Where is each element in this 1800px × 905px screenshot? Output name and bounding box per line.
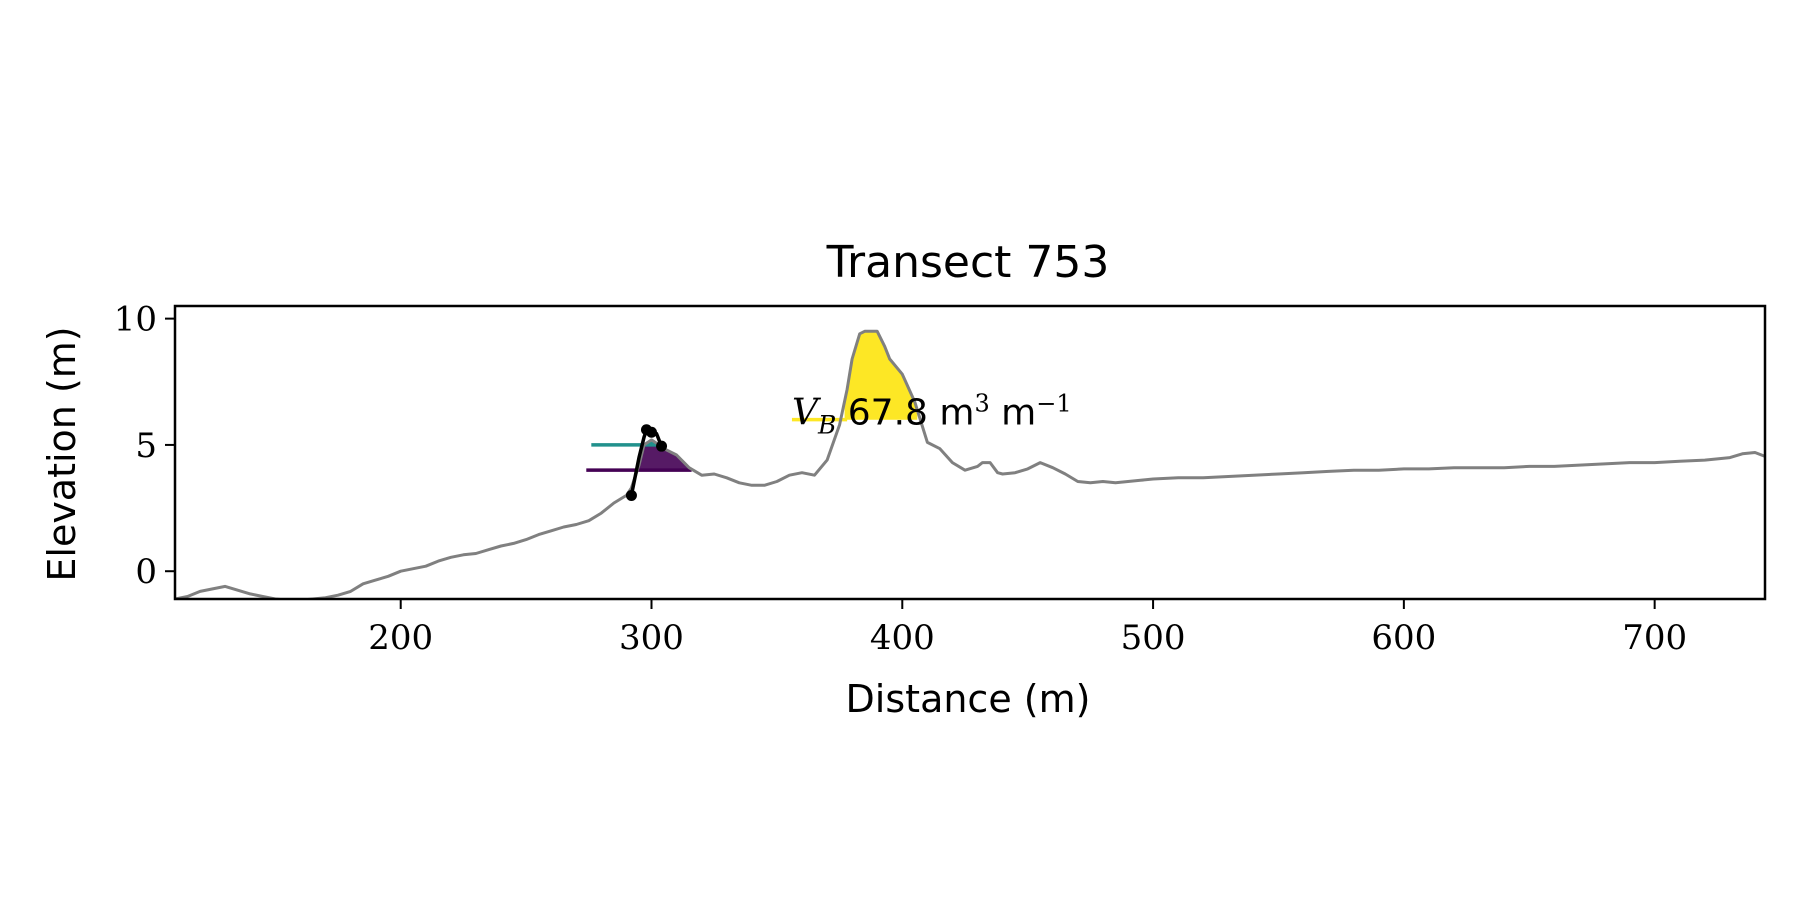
annotation-part xyxy=(836,393,847,434)
y-axis-label: Elevation (m) xyxy=(40,326,84,581)
marker-point xyxy=(625,489,637,501)
annotation-part: 3 xyxy=(974,390,989,418)
x-tick-label: 300 xyxy=(619,618,684,658)
chart-title: Transect 753 xyxy=(826,237,1110,288)
annotation-part: V xyxy=(792,393,822,434)
x-tick-label: 500 xyxy=(1121,618,1186,658)
annotation-part: B xyxy=(817,411,836,440)
plot-frame xyxy=(173,304,1767,601)
y-tick-label: 10 xyxy=(114,300,157,340)
annotation-part: −1 xyxy=(1036,390,1071,418)
x-tick-label: 400 xyxy=(870,618,935,658)
x-axis-label: Distance (m) xyxy=(846,677,1091,721)
annotation-part: 67.8 m xyxy=(848,393,975,434)
annotation-volume-text: VB 67.8 m3 m−1 xyxy=(792,390,1072,440)
filled-region-yellow xyxy=(844,331,918,420)
y-tick-label: 5 xyxy=(135,426,157,466)
y-tick-label: 0 xyxy=(135,552,157,592)
marker-point xyxy=(645,426,657,438)
marker-point xyxy=(656,440,668,452)
x-tick-label: 200 xyxy=(368,618,433,658)
annotation-part: m xyxy=(990,393,1037,434)
filled-region-purple xyxy=(636,439,690,471)
elevation-profile-line xyxy=(175,329,1765,599)
x-tick-label: 700 xyxy=(1622,618,1687,658)
axis-ticks: 200 300 400 500 600 700 0 5 10 xyxy=(114,300,1687,658)
x-tick-label: 600 xyxy=(1371,618,1436,658)
